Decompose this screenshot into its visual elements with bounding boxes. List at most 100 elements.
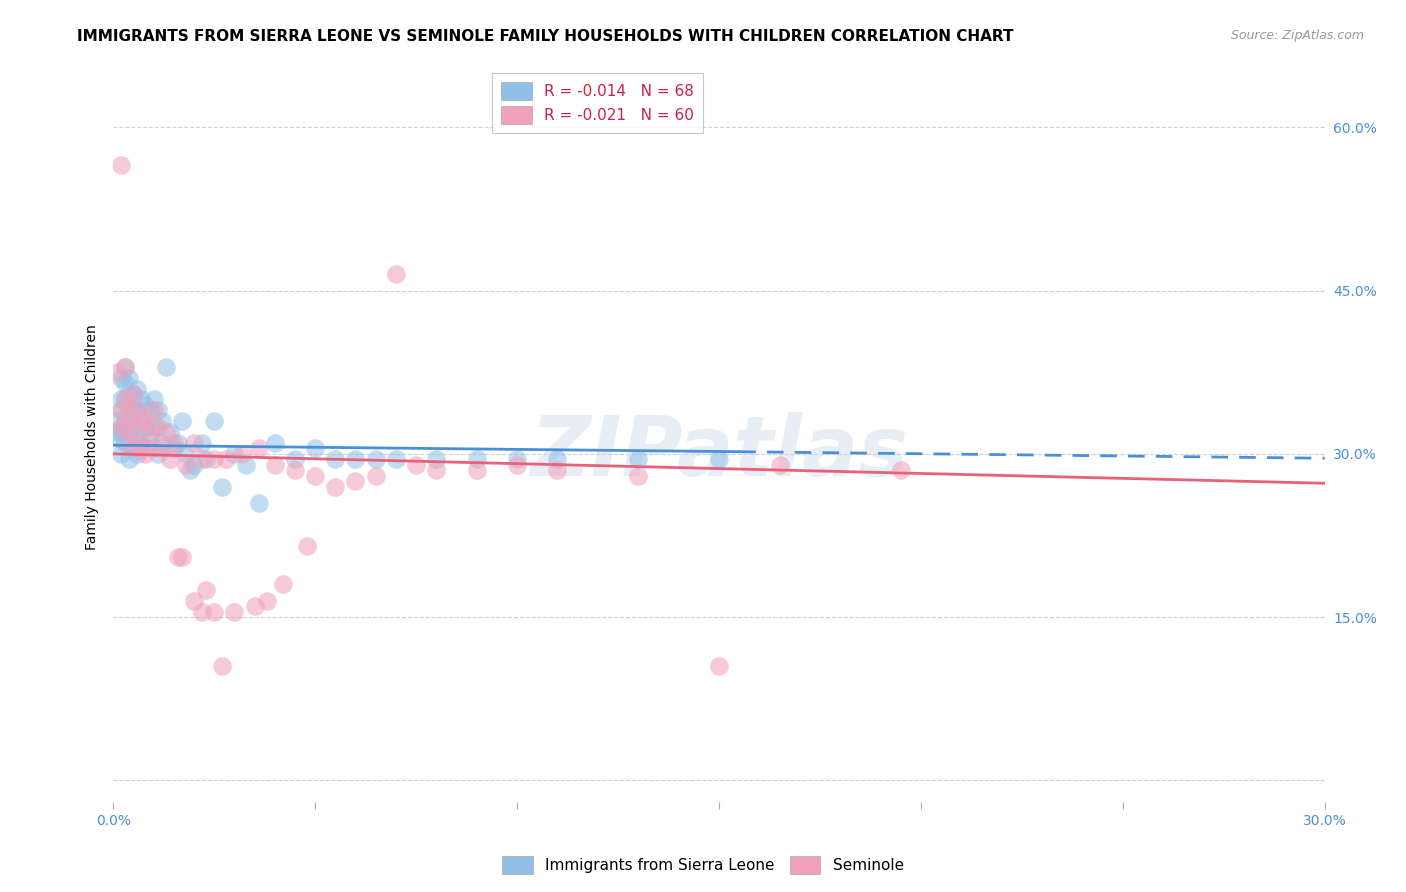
Point <box>284 452 307 467</box>
Point <box>263 458 285 472</box>
Point <box>110 447 132 461</box>
Point <box>243 599 266 614</box>
Point <box>150 436 173 450</box>
Point <box>110 392 132 407</box>
Point <box>150 442 173 456</box>
Point <box>142 442 165 456</box>
Point <box>122 419 145 434</box>
Point <box>155 425 177 439</box>
Point <box>174 447 197 461</box>
Point <box>546 463 568 477</box>
Point <box>114 359 136 374</box>
Point <box>465 452 488 467</box>
Point <box>122 387 145 401</box>
Point <box>627 468 650 483</box>
Point <box>183 458 205 472</box>
Point <box>131 392 153 407</box>
Point <box>110 370 132 384</box>
Point <box>183 594 205 608</box>
Point <box>304 468 326 483</box>
Point <box>127 403 149 417</box>
Y-axis label: Family Households with Children: Family Households with Children <box>86 325 100 550</box>
Point <box>110 159 132 173</box>
Point <box>146 403 169 417</box>
Point <box>707 452 730 467</box>
Point <box>364 468 387 483</box>
Point <box>110 403 132 417</box>
Point <box>627 452 650 467</box>
Text: Source: ZipAtlas.com: Source: ZipAtlas.com <box>1230 29 1364 42</box>
Point <box>134 398 156 412</box>
Point <box>138 403 160 417</box>
Point <box>191 605 214 619</box>
Point <box>142 419 165 434</box>
Point <box>127 382 149 396</box>
Point <box>127 447 149 461</box>
Point <box>110 419 132 434</box>
Point <box>170 414 193 428</box>
Point <box>146 447 169 461</box>
Point <box>385 452 408 467</box>
Point <box>134 442 156 456</box>
Point <box>170 550 193 565</box>
Point <box>284 463 307 477</box>
Point <box>195 582 218 597</box>
Point <box>105 425 128 439</box>
Point <box>114 392 136 407</box>
Point <box>506 458 529 472</box>
Point <box>465 463 488 477</box>
Point <box>768 458 790 472</box>
Point <box>425 452 447 467</box>
Point <box>385 268 408 282</box>
Point <box>344 474 367 488</box>
Point <box>211 659 233 673</box>
Text: ZIPatlas: ZIPatlas <box>530 411 908 492</box>
Point <box>224 605 246 619</box>
Point <box>323 479 346 493</box>
Point <box>114 359 136 374</box>
Point <box>122 419 145 434</box>
Point <box>131 414 153 428</box>
Point <box>142 403 165 417</box>
Point <box>114 392 136 407</box>
Point <box>118 387 141 401</box>
Point <box>211 479 233 493</box>
Point <box>134 447 156 461</box>
Point <box>114 436 136 450</box>
Point <box>224 447 246 461</box>
Point <box>127 403 149 417</box>
Point <box>235 458 257 472</box>
Point <box>114 419 136 434</box>
Point <box>191 452 214 467</box>
Point <box>134 414 156 428</box>
Point <box>191 436 214 450</box>
Point <box>127 436 149 450</box>
Point <box>105 431 128 445</box>
Legend: R = -0.014   N = 68, R = -0.021   N = 60: R = -0.014 N = 68, R = -0.021 N = 60 <box>492 73 703 133</box>
Point <box>131 414 153 428</box>
Point <box>707 659 730 673</box>
Point <box>134 419 156 434</box>
Point <box>118 403 141 417</box>
Point <box>159 425 181 439</box>
Point <box>202 605 225 619</box>
Point <box>195 452 218 467</box>
Point <box>110 425 132 439</box>
Point <box>131 436 153 450</box>
Point <box>118 425 141 439</box>
Point <box>146 419 169 434</box>
Point <box>166 550 188 565</box>
Point <box>159 452 181 467</box>
Point <box>506 452 529 467</box>
Legend: Immigrants from Sierra Leone, Seminole: Immigrants from Sierra Leone, Seminole <box>496 850 910 880</box>
Point <box>425 463 447 477</box>
Point <box>163 436 186 450</box>
Point <box>166 436 188 450</box>
Point <box>304 442 326 456</box>
Point <box>174 458 197 472</box>
Point <box>142 392 165 407</box>
Text: IMMIGRANTS FROM SIERRA LEONE VS SEMINOLE FAMILY HOUSEHOLDS WITH CHILDREN CORRELA: IMMIGRANTS FROM SIERRA LEONE VS SEMINOLE… <box>77 29 1014 44</box>
Point <box>118 436 141 450</box>
Point <box>183 436 205 450</box>
Point <box>118 370 141 384</box>
